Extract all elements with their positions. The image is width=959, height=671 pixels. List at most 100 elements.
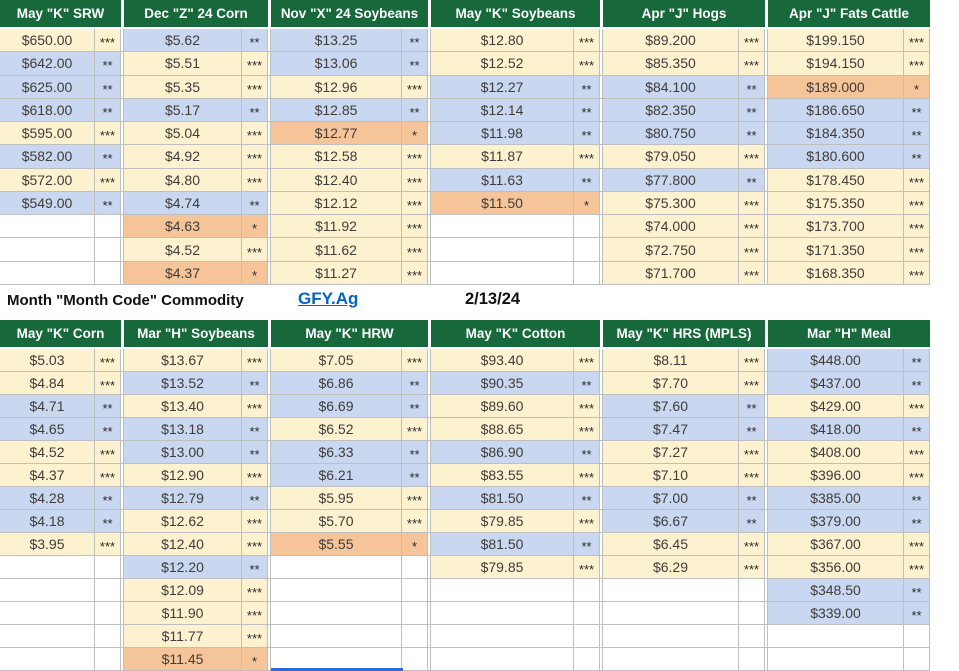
stars-cell[interactable]: ** — [95, 191, 121, 216]
stars-cell[interactable]: *** — [242, 75, 268, 99]
stars-cell[interactable]: *** — [242, 52, 268, 76]
stars-cell[interactable]: ** — [904, 602, 930, 625]
price-cell[interactable]: $5.35 — [124, 75, 242, 99]
stars-cell[interactable]: *** — [242, 602, 268, 625]
stars-cell[interactable]: *** — [574, 145, 600, 169]
column-header-may-k-srw[interactable]: May "K" SRW — [0, 0, 121, 29]
price-cell[interactable]: $89.60 — [431, 395, 574, 418]
price-cell[interactable] — [0, 215, 95, 239]
stars-cell[interactable]: *** — [904, 464, 930, 487]
price-cell[interactable]: $396.00 — [768, 464, 904, 487]
price-cell[interactable]: $625.00 — [0, 75, 95, 99]
price-cell[interactable]: $11.92 — [271, 215, 402, 239]
price-cell[interactable]: $618.00 — [0, 98, 95, 123]
stars-cell[interactable] — [402, 556, 428, 579]
stars-cell[interactable]: *** — [402, 238, 428, 262]
stars-cell[interactable]: ** — [402, 52, 428, 76]
stars-cell[interactable] — [574, 238, 600, 262]
price-cell[interactable] — [431, 261, 574, 285]
stars-cell[interactable]: *** — [574, 52, 600, 76]
stars-cell[interactable]: *** — [242, 625, 268, 648]
stars-cell[interactable]: ** — [242, 418, 268, 441]
price-cell[interactable]: $572.00 — [0, 168, 95, 192]
stars-cell[interactable] — [402, 579, 428, 602]
stars-cell[interactable] — [904, 648, 930, 671]
price-cell[interactable]: $582.00 — [0, 145, 95, 169]
stars-cell[interactable]: ** — [739, 168, 765, 192]
price-cell[interactable]: $13.00 — [124, 441, 242, 464]
stars-cell[interactable]: *** — [242, 145, 268, 169]
price-cell[interactable]: $12.90 — [124, 464, 242, 487]
price-cell[interactable]: $5.17 — [124, 98, 242, 123]
price-cell[interactable]: $184.350 — [768, 122, 904, 146]
stars-cell[interactable]: *** — [95, 29, 121, 53]
stars-cell[interactable]: *** — [402, 349, 428, 372]
stars-cell[interactable]: *** — [904, 261, 930, 285]
stars-cell[interactable]: *** — [904, 191, 930, 216]
stars-cell[interactable]: *** — [95, 122, 121, 146]
price-cell[interactable]: $86.90 — [431, 441, 574, 464]
column-header-may-k-soybeans[interactable]: May "K" Soybeans — [431, 0, 600, 29]
stars-cell[interactable] — [95, 556, 121, 579]
price-cell[interactable]: $11.63 — [431, 168, 574, 192]
price-cell[interactable] — [0, 556, 95, 579]
price-cell[interactable]: $90.35 — [431, 372, 574, 395]
stars-cell[interactable]: ** — [739, 418, 765, 441]
stars-cell[interactable]: *** — [95, 441, 121, 464]
stars-cell[interactable]: *** — [739, 464, 765, 487]
price-cell[interactable]: $12.27 — [431, 75, 574, 99]
price-cell[interactable]: $7.60 — [603, 395, 739, 418]
price-cell[interactable]: $77.800 — [603, 168, 739, 192]
column-header-may-k-cotton[interactable]: May "K" Cotton — [431, 320, 600, 349]
stars-cell[interactable] — [739, 648, 765, 671]
stars-cell[interactable] — [739, 602, 765, 625]
price-cell[interactable]: $88.65 — [431, 418, 574, 441]
stars-cell[interactable]: *** — [739, 372, 765, 395]
stars-cell[interactable]: ** — [95, 52, 121, 76]
stars-cell[interactable]: *** — [574, 556, 600, 579]
stars-cell[interactable]: *** — [739, 29, 765, 53]
price-cell[interactable]: $549.00 — [0, 191, 95, 216]
price-cell[interactable]: $93.40 — [431, 349, 574, 372]
stars-cell[interactable]: ** — [904, 418, 930, 441]
price-cell[interactable]: $6.45 — [603, 533, 739, 556]
price-cell[interactable] — [603, 625, 739, 648]
stars-cell[interactable]: *** — [242, 579, 268, 602]
stars-cell[interactable]: *** — [402, 75, 428, 99]
stars-cell[interactable]: *** — [739, 191, 765, 216]
price-cell[interactable]: $79.85 — [431, 556, 574, 579]
price-cell[interactable]: $13.52 — [124, 372, 242, 395]
price-cell[interactable]: $12.52 — [431, 52, 574, 76]
price-cell[interactable]: $83.55 — [431, 464, 574, 487]
price-cell[interactable] — [0, 238, 95, 262]
stars-cell[interactable]: ** — [242, 29, 268, 53]
stars-cell[interactable]: ** — [739, 510, 765, 533]
stars-cell[interactable]: *** — [242, 510, 268, 533]
price-cell[interactable]: $5.51 — [124, 52, 242, 76]
price-cell[interactable]: $175.350 — [768, 191, 904, 216]
price-cell[interactable]: $180.600 — [768, 145, 904, 169]
price-cell[interactable]: $72.750 — [603, 238, 739, 262]
price-cell[interactable]: $13.06 — [271, 52, 402, 76]
stars-cell[interactable]: *** — [242, 122, 268, 146]
price-cell[interactable]: $79.050 — [603, 145, 739, 169]
price-cell[interactable]: $186.650 — [768, 98, 904, 123]
stars-cell[interactable]: *** — [574, 29, 600, 53]
stars-cell[interactable]: *** — [904, 215, 930, 239]
price-cell[interactable] — [431, 625, 574, 648]
stars-cell[interactable] — [95, 261, 121, 285]
stars-cell[interactable]: *** — [95, 168, 121, 192]
stars-cell[interactable]: *** — [242, 395, 268, 418]
stars-cell[interactable]: ** — [95, 510, 121, 533]
price-cell[interactable]: $11.45 — [124, 648, 242, 671]
price-cell[interactable]: $85.350 — [603, 52, 739, 76]
stars-cell[interactable]: ** — [574, 441, 600, 464]
price-cell[interactable]: $6.52 — [271, 418, 402, 441]
price-cell[interactable]: $11.50 — [431, 191, 574, 216]
stars-cell[interactable]: *** — [904, 168, 930, 192]
price-cell[interactable]: $13.25 — [271, 29, 402, 53]
stars-cell[interactable] — [574, 648, 600, 671]
stars-cell[interactable]: * — [402, 122, 428, 146]
price-cell[interactable] — [768, 625, 904, 648]
stars-cell[interactable]: ** — [95, 145, 121, 169]
